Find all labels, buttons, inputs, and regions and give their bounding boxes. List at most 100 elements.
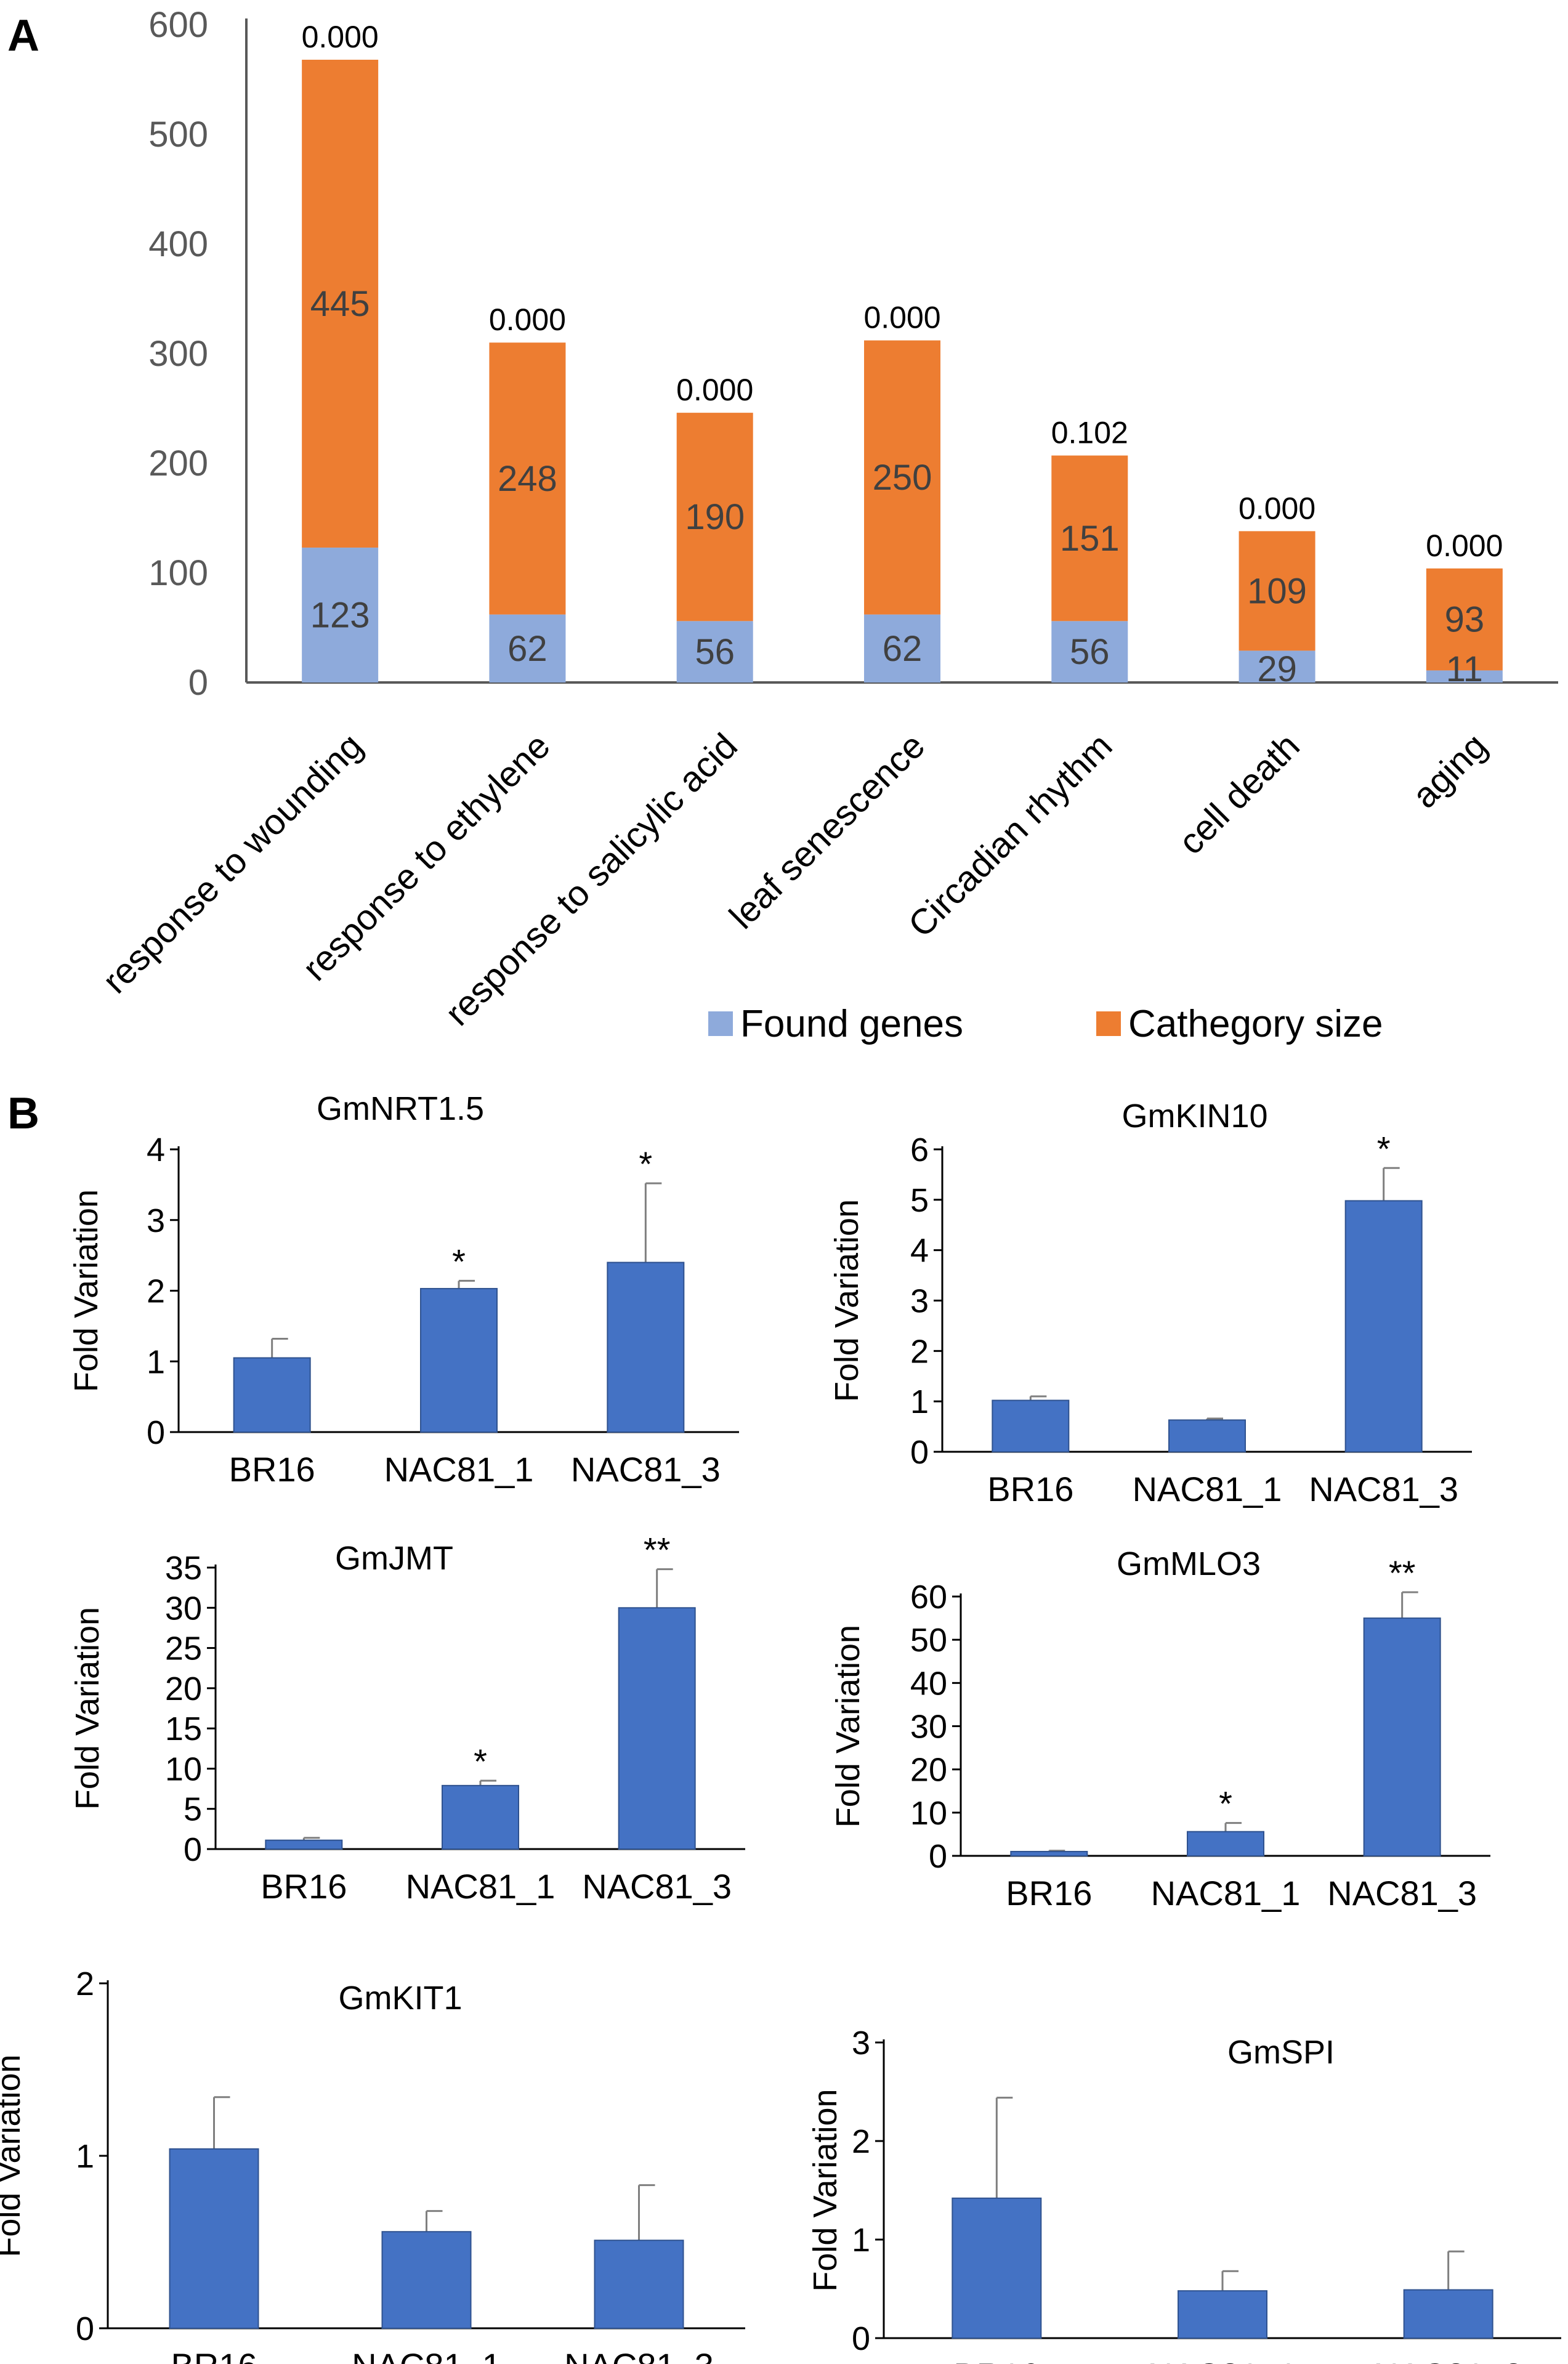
y-tick-label: 20 (165, 1670, 202, 1707)
x-tick-label: NAC81_1 (1151, 1874, 1301, 1913)
y-tick-label: 500 (148, 115, 208, 155)
bar-nac81-1 (1178, 2290, 1267, 2339)
data-label-category: 190 (685, 497, 745, 537)
y-tick-label: 0 (147, 1414, 165, 1451)
y-tick-label: 20 (910, 1752, 947, 1789)
significance-marker: * (1377, 1129, 1391, 1168)
y-tick-label: 2 (76, 1965, 94, 2002)
x-tick-label: NAC81_3 (1309, 1470, 1458, 1508)
chart-gmspi: 0 1 2 3 GmSPI Fold Variation BR16 NAC81_1 NAC81_… (807, 2025, 1561, 2364)
y-tick-label: 400 (148, 224, 208, 264)
y-axis-title: Fold Variation (68, 1189, 105, 1392)
bar-nac81-3 (594, 2240, 684, 2329)
x-tick-label: BR16 (987, 1470, 1073, 1508)
y-tick-label: 30 (910, 1709, 947, 1746)
y-tick-label: 0 (852, 2320, 870, 2357)
bar-br16 (169, 2148, 259, 2330)
data-label-found: 11 (1446, 649, 1483, 689)
bar-category-response-to-wounding (302, 59, 379, 548)
y-tick-label: 4 (147, 1131, 165, 1168)
bar-found-leaf-senescence (864, 614, 940, 682)
y-tick-label: 10 (165, 1751, 202, 1787)
x-tick-label: NAC81_3 (582, 1867, 732, 1906)
significance-marker: * (452, 1242, 466, 1281)
data-label-category: 151 (1060, 519, 1120, 559)
pvalue-label: 0.102 (1051, 416, 1128, 450)
x-tick-label: cell death (1171, 726, 1307, 862)
y-tick-label: 0 (76, 2310, 94, 2347)
y-tick-label: 200 (148, 443, 208, 484)
data-label-category: 250 (873, 458, 932, 498)
y-tick-label: 15 (165, 1710, 202, 1747)
x-tick-label: NAC81_3 (1327, 1874, 1477, 1913)
bar-nac81-1 (1168, 1419, 1246, 1453)
y-tick-label: 100 (148, 553, 208, 593)
chart-gmkit1: 0 1 2 GmKIT1 Fold Variation BR16 NAC81_1 NAC81_… (0, 1965, 745, 2364)
y-axis-title: Fold Variation (807, 2089, 844, 2291)
bar-nac81-3 (618, 1607, 696, 1850)
chart-title: GmSPI (1227, 2034, 1335, 2071)
y-tick-label: 1 (852, 2222, 870, 2259)
y-axis-title: Fold Variation (830, 1625, 867, 1828)
y-axis-title: Fold Variation (0, 2054, 27, 2257)
data-label-category: 109 (1247, 571, 1307, 611)
panel-label-a: A (7, 11, 39, 60)
chart-title: GmMLO3 (1117, 1545, 1261, 1582)
y-tick-label: 35 (165, 1550, 202, 1587)
bar-nac81-3 (1403, 2289, 1493, 2339)
x-tick-label: NAC81_3 (1373, 2356, 1523, 2364)
bar-category-aging (1426, 568, 1503, 671)
legend-swatch-cathegory-size (1096, 1011, 1121, 1036)
bar-category-cell-death (1239, 531, 1315, 651)
chart-title: GmNRT1.5 (317, 1090, 484, 1127)
legend-swatch-found-genes (708, 1011, 733, 1036)
x-tick-label: NAC81_3 (564, 2346, 714, 2364)
bar-nac81-1 (381, 2231, 472, 2329)
bar-category-response-to-salicylic-acid (676, 413, 753, 621)
y-axis-title: Fold Variation (828, 1199, 865, 1402)
x-tick-label: NAC81_1 (1133, 1470, 1282, 1508)
x-tick-label: BR16 (261, 1867, 347, 1906)
pvalue-label: 0.000 (302, 20, 379, 54)
y-tick-label: 1 (910, 1383, 929, 1420)
y-axis-title: Fold Variation (69, 1607, 106, 1810)
chart-title: GmKIT1 (338, 1980, 462, 2017)
y-tick-label: 0 (910, 1434, 929, 1471)
chart-gmmlo3: 0 10 20 30 40 50 60 GmMLO3 Fold Variation BR16 * NA… (830, 1545, 1490, 1913)
data-label-found: 56 (695, 632, 735, 672)
bar-nac81-3 (1344, 1200, 1423, 1452)
y-tick-label: 25 (165, 1630, 202, 1667)
significance-marker: * (639, 1144, 652, 1183)
data-label-category: 445 (310, 284, 370, 324)
data-label-found: 29 (1257, 649, 1297, 689)
x-tick-label: BR16 (953, 2356, 1040, 2364)
bar-category-response-to-ethylene (489, 342, 566, 615)
x-tick-label: BR16 (1006, 1874, 1092, 1913)
pvalue-label: 0.000 (863, 301, 940, 335)
bar-br16 (952, 2197, 1042, 2339)
pvalue-label: 0.000 (1239, 491, 1315, 525)
bar-nac81-3 (607, 1261, 685, 1433)
significance-marker: * (1219, 1784, 1232, 1823)
y-tick-label: 2 (852, 2123, 870, 2160)
y-tick-label: 3 (852, 2025, 870, 2062)
data-label-category: 93 (1445, 600, 1485, 640)
y-tick-label: 1 (147, 1343, 165, 1380)
pvalue-label: 0.000 (1426, 528, 1503, 563)
bar-found-response-to-salicylic-acid (676, 621, 753, 682)
y-tick-label: 10 (910, 1795, 947, 1832)
x-tick-label: NAC81_1 (352, 2346, 501, 2364)
x-tick-label: BR16 (229, 1450, 315, 1489)
y-tick-label: 0 (184, 1831, 202, 1868)
x-tick-label: NAC81_3 (571, 1450, 721, 1489)
bar-category-leaf-senescence (864, 340, 940, 615)
legend-label-found-genes: Found genes (740, 1003, 963, 1045)
significance-marker: * (474, 1742, 487, 1781)
bar-found-circadian-rhythm (1051, 621, 1128, 682)
bar-found-response-to-wounding (302, 548, 379, 682)
y-tick-label: 2 (147, 1273, 165, 1310)
data-label-category: 248 (498, 459, 557, 499)
bar-br16 (992, 1399, 1070, 1453)
